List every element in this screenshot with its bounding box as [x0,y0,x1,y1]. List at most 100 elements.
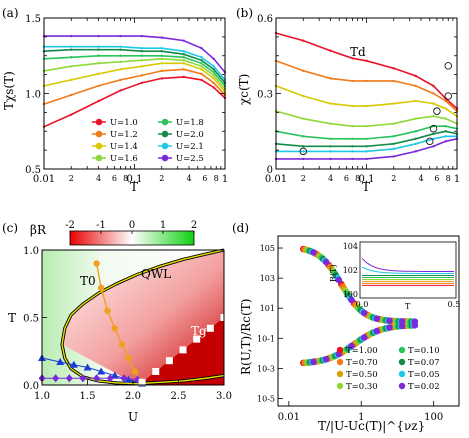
panel-d-data-point [335,276,343,284]
panel-b: (b) 0.01 0.1 12 4 6 8 2 4 6 800.30.6 T χc(T) Td [236,6,460,194]
panel-b-xminor-label: 8 [355,174,360,183]
panel-a-data-point [119,60,122,63]
panel-d-data-point [348,342,355,350]
panel-d-data-point [373,327,381,335]
panel-a-data-point [140,74,143,77]
panel-a-data-point [200,78,203,82]
panel-a-data-point [97,54,100,57]
panel-a-legend-marker [161,142,169,150]
panel-d-ytick-label: 105 [260,244,275,253]
t0-point [111,325,119,332]
panel-b-data-point [351,79,354,83]
panel-b-series-line-0 [275,32,458,110]
panel-b-data-point [329,137,332,140]
panel-b-data-point [351,137,354,140]
panel-b-data-point [444,140,447,143]
panel-a-data-point [160,69,163,73]
label-t0: T0 [80,274,96,288]
panel-b-data-point [392,102,395,105]
panel-c-xtick-label: 1.0 [34,391,50,402]
panel-b-data-point [392,67,395,70]
panel-a-legend-marker [95,142,103,150]
panel-a-data-point [97,34,100,38]
panel-a-data-point [212,65,215,68]
panel-b-xminor-label: 8 [446,174,451,183]
panel-a-data-point [97,84,100,88]
panel-a-data-point [140,65,143,68]
panel-b-data-point [414,74,417,78]
panel-b-data-point [329,77,332,80]
panel-a-ytick-label: 1.5 [25,14,41,25]
panel-a-data-point [182,62,185,65]
panel-a-ylabel: Tχs(T) [2,71,16,110]
panel-b-data-point [351,145,354,148]
panel-b-data-point [392,142,395,146]
panel-b-data-point [302,94,305,98]
panel-d-label: (d) [232,221,249,235]
panel-d-legend-marker [336,370,344,378]
panel-a-data-point [182,50,185,53]
panel-a-xminor-label: 6 [112,174,117,183]
panel-d-ytick-label: 10-5 [257,394,275,403]
panel-b-xminor-label: 4 [418,174,423,183]
panel-a-legend-marker [95,118,103,126]
panel-b-xlabel: T [362,180,370,194]
panel-d-data-point [310,358,317,366]
inset-ylabel: R(T) [329,264,338,282]
panel-d-legend-entry: T=0.02 [408,382,440,392]
panel-d-xtick-label: 100 [424,412,443,423]
panel-a-data-point [70,48,73,51]
panel-d-data-point [411,321,419,329]
panel-a-series-line-3 [43,57,226,90]
panel-d-legend-marker [336,358,344,366]
panel-b-xminor-label: 6 [434,174,439,183]
panel-a-data-point [70,78,73,82]
inset-frame [359,241,457,299]
panel-b-data-point [365,59,368,62]
panel-b-data-point [302,135,305,138]
panel-b-data-point [414,150,417,153]
qwl-curve [61,249,225,385]
panel-b-data-point [432,132,435,135]
diamond-point [52,374,60,383]
panel-a-data-point [212,77,215,80]
panel-a-data-point [212,71,215,74]
panel-a-legend-entry: U=2.0 [176,130,204,140]
panel-a: (a) 0.01 0.1 12 4 6 8 2 4 6 80.51.01.5 T Tχs(T) U… [2,6,228,194]
panel-d-data-point [398,322,406,330]
panel-a-xminor-label: 4 [186,174,191,183]
panel-d-legend-marker [336,346,344,354]
panel-b-data-point [329,122,332,125]
panel-a-data-point [119,45,122,48]
panel-a-xminor-label: 2 [159,174,164,183]
panel-b-data-point [414,84,417,88]
panel-a-legend-marker [161,118,169,126]
panel-b-data-point [329,150,332,153]
panel-d-legend-entry: T=1.00 [346,346,378,356]
diamond-point [79,374,87,383]
panel-a-xtick-label: 1 [222,174,228,185]
panel-b-xtick-label: 1 [454,174,460,185]
panel-d-data-point [360,309,368,317]
panel-a-data-point [212,74,215,77]
panel-a-label: (a) [2,6,19,20]
panel-b-ytick-label: 0.6 [257,14,273,25]
panel-b-xminor-label: 4 [328,174,333,183]
panel-d-legend: T=1.00 T=0.70 T=0.50 T=0.30 T=0.10 T=0.07 T=0.… [336,346,440,392]
panel-d-legend-entry: T=0.70 [346,358,378,368]
panel-c-xtick-label: 2.0 [125,391,141,402]
panel-b-data-point [432,102,435,105]
panel-a-xtick-label: 0.1 [127,174,143,185]
panel-b-data-point [365,145,368,148]
panel-d-legend-entry: T=0.07 [408,358,440,368]
panel-a-xlabel: T [130,180,138,194]
panel-d-legend-entry: T=0.10 [408,346,440,356]
panel-a-legend-marker [95,130,103,138]
panel-d-legend-entry: T=0.50 [346,370,378,380]
panel-a-data-point [70,93,73,97]
colorbar-tick-label: -1 [96,220,106,231]
panel-a-data-point [182,75,185,79]
td-marker [444,62,452,70]
panel-b-data-point [365,150,368,153]
panel-a-xtick-label: 0.01 [33,174,55,185]
